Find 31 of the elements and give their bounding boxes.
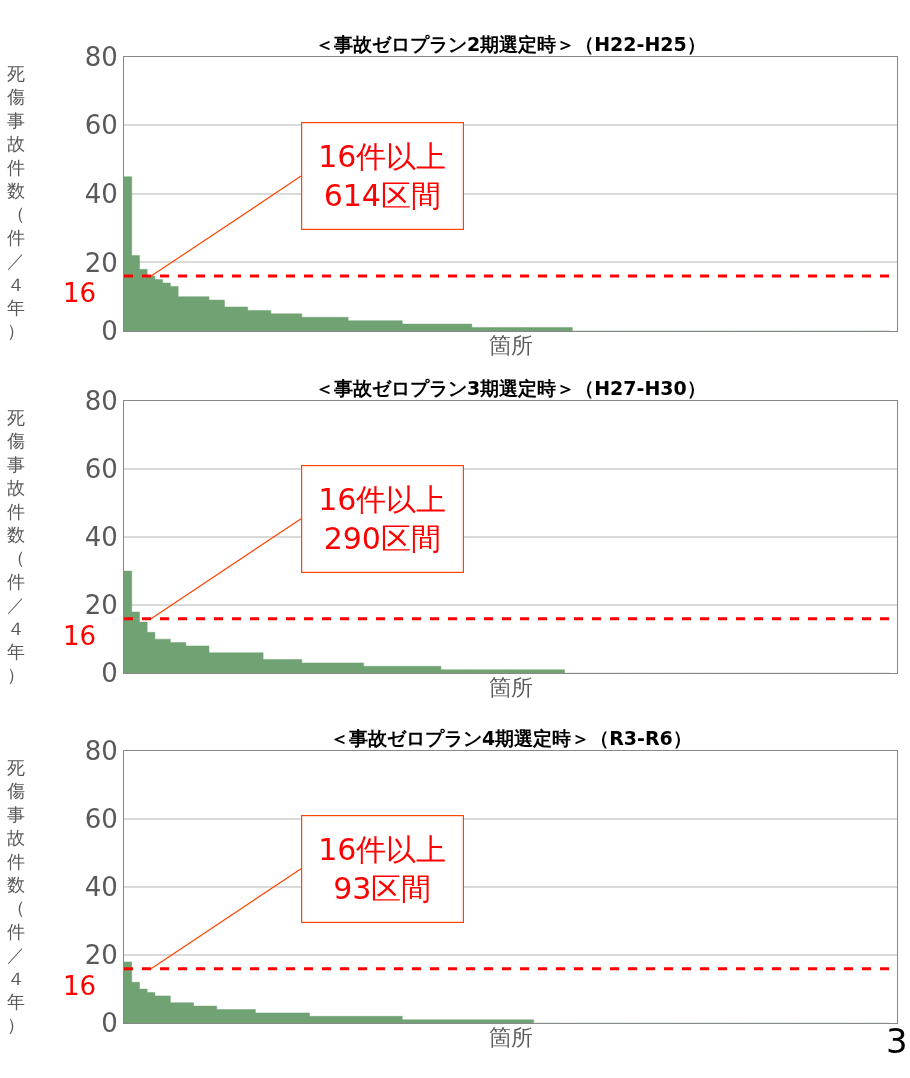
y-tick-label: 0 <box>101 658 118 689</box>
ref-line-label: 16 <box>63 278 97 308</box>
y-tick-label: 0 <box>101 1008 118 1039</box>
y-tick-label: 80 <box>84 736 118 767</box>
chart-title: ＜事故ゼロプラン4期選定時＞（R3-R6） <box>330 727 692 749</box>
text: 死傷事故件数（件／４年） <box>7 407 25 686</box>
x-axis-title: 箇所 <box>488 333 533 359</box>
annotation: 16件以上 614区間 <box>318 139 447 214</box>
chart-title: ＜事故ゼロプラン3期選定時＞（H27-H30） <box>315 377 706 399</box>
x-axis-title: 箇所 <box>488 1025 533 1051</box>
ref-line-label: 16 <box>63 621 97 651</box>
annotation: 16件以上 290区間 <box>318 482 447 557</box>
x-axis-title: 箇所 <box>488 675 533 701</box>
ref-line-label: 16 <box>63 971 97 1001</box>
text: 死傷事故件数（件／４年） <box>7 63 25 342</box>
chart-title: ＜事故ゼロプラン2期選定時＞（H22-H25） <box>315 33 706 55</box>
text: 死傷事故件数（件／４年） <box>7 757 25 1036</box>
y-tick-label: 60 <box>84 454 118 485</box>
y-tick-label: 80 <box>84 386 118 417</box>
y-tick-label: 40 <box>84 522 118 553</box>
y-tick-label: 60 <box>84 110 118 141</box>
y-tick-label: 0 <box>101 316 118 347</box>
y-tick-label: 40 <box>84 178 118 209</box>
y-tick-label: 20 <box>84 247 118 278</box>
y-tick-label: 60 <box>84 804 118 835</box>
y-tick-label: 40 <box>84 872 118 903</box>
y-tick-label: 20 <box>84 940 118 971</box>
annotation: 3 <box>886 1021 908 1061</box>
y-tick-label: 20 <box>84 590 118 621</box>
annotation: 16件以上 93区間 <box>318 832 447 907</box>
y-tick-label: 80 <box>84 41 118 72</box>
